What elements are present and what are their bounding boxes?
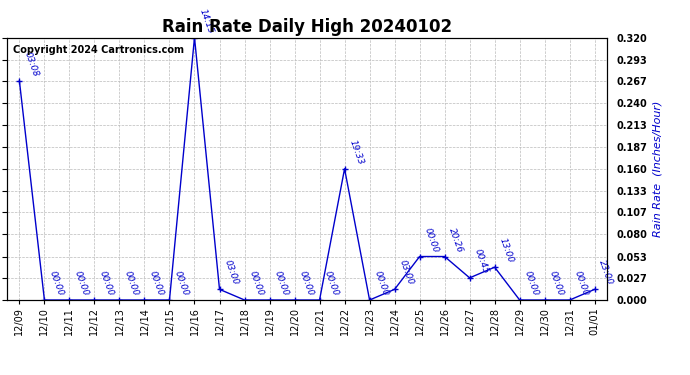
Text: 00:00: 00:00 <box>247 270 265 297</box>
Text: 23:00: 23:00 <box>598 259 615 286</box>
Text: 00:00: 00:00 <box>573 270 590 297</box>
Text: 03:08: 03:08 <box>22 51 39 78</box>
Text: 13:00: 13:00 <box>497 237 515 264</box>
Text: 00:00: 00:00 <box>373 270 390 297</box>
Text: 20:26: 20:26 <box>447 226 465 254</box>
Text: 14:15: 14:15 <box>197 7 215 35</box>
Text: 03:00: 03:00 <box>222 259 239 286</box>
Text: 00:00: 00:00 <box>547 270 565 297</box>
Text: 00:00: 00:00 <box>172 270 190 297</box>
Text: 00:00: 00:00 <box>297 270 315 297</box>
Text: 00:00: 00:00 <box>422 226 440 254</box>
Text: 00:00: 00:00 <box>147 270 165 297</box>
Text: 00:00: 00:00 <box>72 270 90 297</box>
Text: 19:33: 19:33 <box>347 138 365 166</box>
Text: 00:45: 00:45 <box>473 248 490 275</box>
Title: Rain Rate Daily High 20240102: Rain Rate Daily High 20240102 <box>162 18 452 36</box>
Text: 00:00: 00:00 <box>47 270 65 297</box>
Text: 00:00: 00:00 <box>97 270 115 297</box>
Text: 00:00: 00:00 <box>522 270 540 297</box>
Text: 00:00: 00:00 <box>322 270 339 297</box>
Text: 03:00: 03:00 <box>397 259 415 286</box>
Text: Copyright 2024 Cartronics.com: Copyright 2024 Cartronics.com <box>13 45 184 56</box>
Text: 00:00: 00:00 <box>122 270 139 297</box>
Y-axis label: Rain Rate  (Inches/Hour): Rain Rate (Inches/Hour) <box>653 100 662 237</box>
Text: 00:00: 00:00 <box>273 270 290 297</box>
